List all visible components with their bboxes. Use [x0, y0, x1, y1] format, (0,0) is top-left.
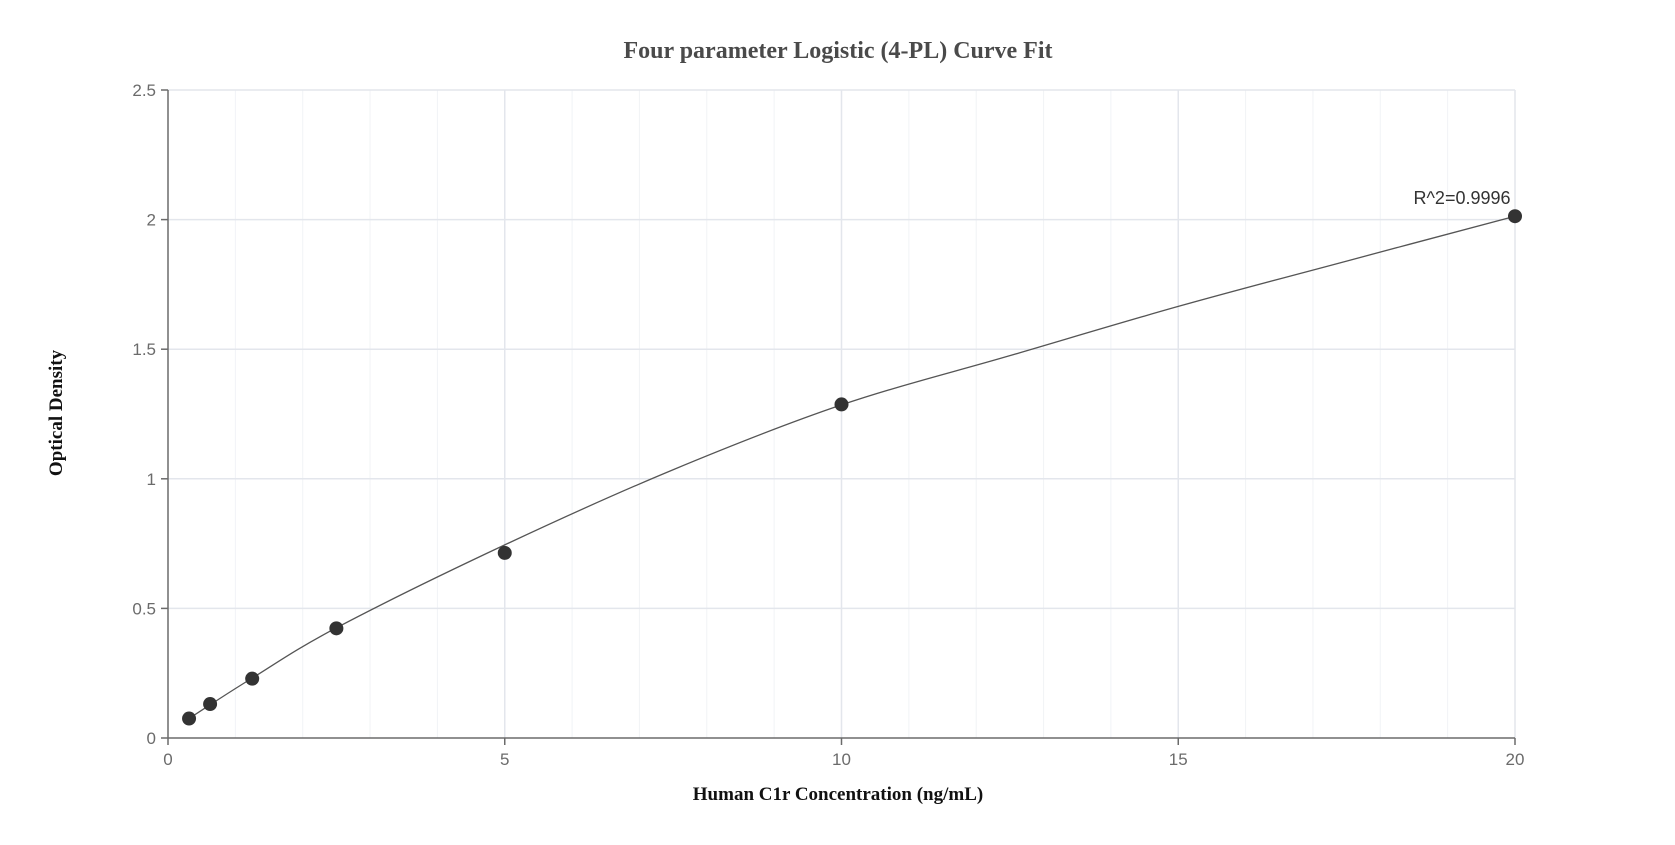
fit-curve-line [188, 215, 1516, 720]
axes: 0 0.5 1 1.5 2 2.5 0 5 10 15 20 [132, 81, 1524, 769]
data-point [245, 671, 260, 686]
x-tick-label: 5 [500, 750, 509, 769]
y-tick-label: 2 [147, 211, 156, 230]
data-point [329, 621, 344, 636]
chart-title: Four parameter Logistic (4-PL) Curve Fit [623, 38, 1052, 64]
x-tick-label: 10 [832, 750, 851, 769]
y-tick-label: 2.5 [132, 81, 156, 100]
data-points [182, 209, 1522, 726]
x-tick-label: 20 [1506, 750, 1525, 769]
grid [168, 89, 1516, 738]
x-axis-label: Human C1r Concentration (ng/mL) [693, 784, 983, 805]
y-axis-label: Optical Density [46, 349, 67, 476]
fit-curve-layer [188, 215, 1516, 720]
data-point [497, 545, 512, 560]
data-point [182, 711, 197, 726]
data-point [834, 397, 849, 412]
y-tick-label: 0 [147, 729, 156, 748]
y-tick-label: 1 [147, 470, 156, 489]
y-tick-label: 1.5 [132, 340, 156, 359]
x-tick-label: 15 [1169, 750, 1188, 769]
data-point [1508, 209, 1522, 224]
y-tick-label: 0.5 [132, 599, 156, 618]
r-squared-annotation: R^2=0.9996 [1413, 188, 1510, 208]
data-point [203, 697, 218, 712]
x-tick-label: 0 [163, 750, 172, 769]
chart-text: Four parameter Logistic (4-PL) Curve Fit… [46, 38, 1511, 805]
